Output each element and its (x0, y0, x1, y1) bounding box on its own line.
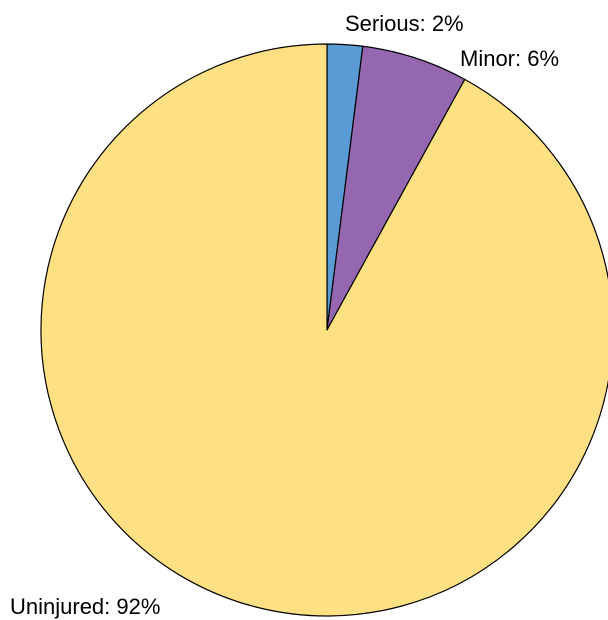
label-uninjured: Uninjured: 92% (10, 594, 160, 619)
pie-slice-uninjured (40, 43, 608, 617)
pie-slices (40, 43, 608, 617)
label-serious: Serious: 2% (345, 11, 464, 36)
pie-labels: Serious: 2% Minor: 6% Uninjured: 92% (10, 11, 559, 619)
label-minor: Minor: 6% (460, 46, 559, 71)
